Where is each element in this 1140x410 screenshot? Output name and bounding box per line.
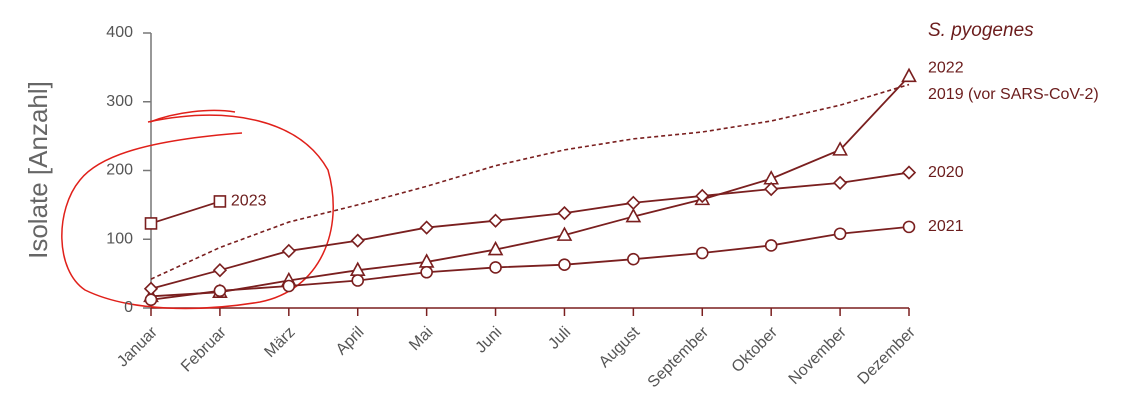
marker xyxy=(901,67,917,83)
marker xyxy=(625,207,642,223)
series-label: 2021 xyxy=(928,218,964,235)
y-tick-label: 200 xyxy=(106,162,133,179)
marker xyxy=(487,240,504,256)
y-tick-label: 100 xyxy=(106,230,133,247)
x-tick-label: Februar xyxy=(178,323,230,375)
marker xyxy=(695,246,709,260)
series-label: 2019 (vor SARS-CoV-2) xyxy=(928,86,1099,103)
marker xyxy=(557,205,572,221)
x-tick-label: Juni xyxy=(473,324,506,357)
marker xyxy=(281,243,296,259)
x-tick-label: November xyxy=(786,323,851,388)
marker xyxy=(144,293,158,307)
hand-annotation xyxy=(61,109,334,310)
marker xyxy=(626,195,641,210)
x-tick-label: Dezember xyxy=(855,323,920,388)
marker xyxy=(902,220,916,234)
series-line xyxy=(150,200,221,225)
marker xyxy=(558,258,571,271)
x-tick-label: März xyxy=(261,324,298,361)
x-tick-label: April xyxy=(333,324,368,359)
marker xyxy=(832,141,848,156)
marker xyxy=(627,252,640,266)
x-tick-label: Juli xyxy=(545,324,574,353)
marker xyxy=(695,188,710,204)
x-tick-label: August xyxy=(596,323,644,371)
series-label: 2022 xyxy=(928,60,964,77)
marker xyxy=(764,239,778,252)
series-line xyxy=(150,83,910,280)
marker xyxy=(488,213,503,228)
marker xyxy=(556,226,573,241)
marker xyxy=(420,265,433,279)
marker xyxy=(833,227,847,241)
marker xyxy=(282,279,296,293)
x-tick-label: Mai xyxy=(406,324,436,354)
y-tick-label: 400 xyxy=(106,24,133,41)
y-tick-label: 300 xyxy=(106,93,133,110)
marker xyxy=(213,284,227,298)
marker xyxy=(144,217,158,230)
series-line xyxy=(150,171,910,290)
marker xyxy=(350,233,365,248)
marker xyxy=(901,165,917,180)
marker xyxy=(489,261,502,274)
marker xyxy=(213,195,227,208)
marker xyxy=(351,274,365,287)
y-axis-title: Isolate [Anzahl] xyxy=(23,81,53,259)
marker xyxy=(764,181,779,197)
marker xyxy=(143,281,159,296)
marker xyxy=(212,263,228,278)
series-line xyxy=(150,75,910,298)
x-tick-label: Oktober xyxy=(729,323,782,376)
series-label: 2020 xyxy=(928,164,964,181)
series-line xyxy=(150,225,910,301)
x-tick-label: September xyxy=(645,323,713,391)
series-label: 2023 xyxy=(231,193,267,210)
marker xyxy=(419,220,434,235)
marker xyxy=(832,175,848,191)
chart-title: S. pyogenes xyxy=(928,20,1034,41)
x-tick-label: Januar xyxy=(114,323,161,370)
y-tick-label: 0 xyxy=(124,299,133,316)
